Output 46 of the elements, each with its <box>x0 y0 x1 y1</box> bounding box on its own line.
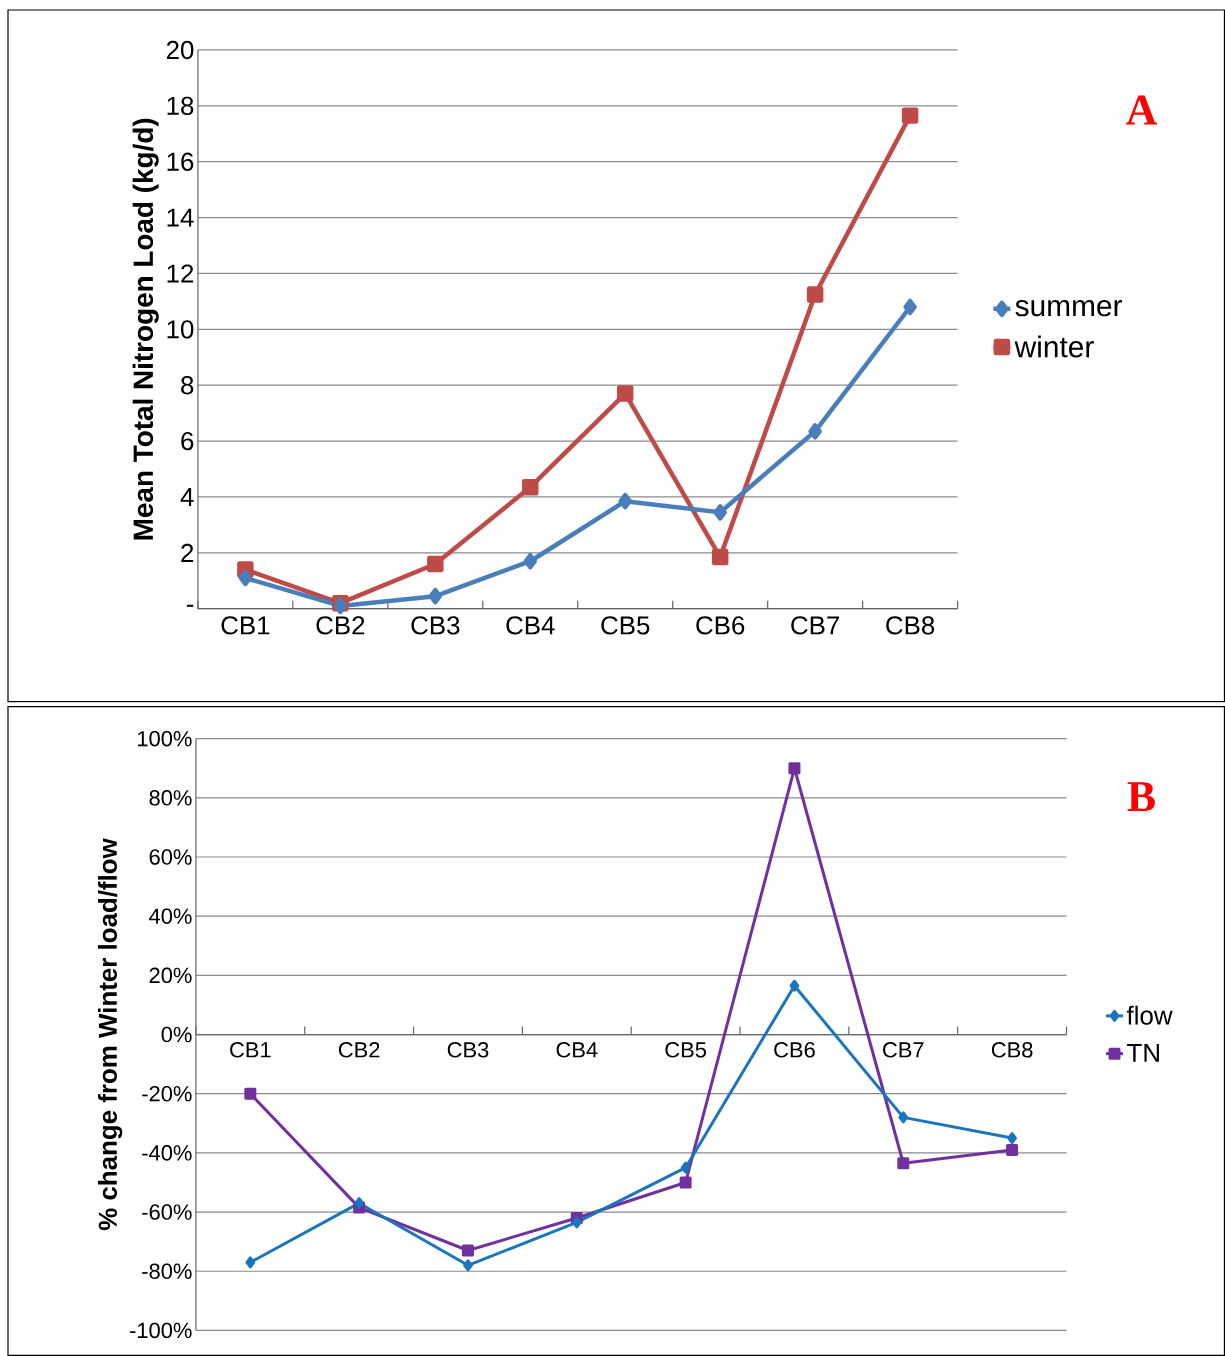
x-tick-label: CB2 <box>338 1042 380 1058</box>
y-tick-label: 0% <box>161 1026 192 1043</box>
y-tick-label: 8 <box>181 376 194 395</box>
y-tick-label: 40% <box>149 908 192 924</box>
y-tick-label: -60% <box>142 1204 192 1220</box>
y-axis-title: Mean Total Nitrogen Load (kg/d) <box>132 118 159 540</box>
y-tick-label: 18 <box>167 96 194 115</box>
legend-label: summer <box>1015 300 1122 317</box>
y-tick-label: 12 <box>167 264 194 283</box>
y-tick-label: 10 <box>167 320 194 339</box>
x-tick-label: CB5 <box>601 616 650 635</box>
y-tick-label: 80% <box>149 790 192 806</box>
y-tick-label: 6 <box>181 431 194 451</box>
text: B <box>1127 782 1155 812</box>
x-tick-label: CB4 <box>506 616 555 635</box>
y-tick-label: 100% <box>138 730 192 747</box>
y-tick-label: - <box>186 604 194 607</box>
legend-label: TN <box>1127 1043 1159 1062</box>
legend-label: winter <box>1014 335 1094 358</box>
x-tick-label: CB1 <box>230 1042 271 1058</box>
y-tick-label: -20% <box>142 1085 192 1102</box>
y-tick-label: 60% <box>149 849 192 865</box>
y-tick-label: 20% <box>149 967 192 984</box>
y-tick-label: -40% <box>142 1145 192 1161</box>
x-tick-label: CB6 <box>696 616 745 635</box>
y-tick-label: -80% <box>142 1263 192 1279</box>
y-tick-label: 14 <box>167 208 194 227</box>
x-tick-label: CB7 <box>791 616 839 635</box>
text: A <box>1126 95 1157 125</box>
x-tick-label: CB8 <box>886 616 935 635</box>
x-tick-label: CB7 <box>883 1042 924 1058</box>
y-tick-label: 16 <box>167 152 194 171</box>
legend-label: flow <box>1126 1005 1173 1025</box>
x-tick-label: CB3 <box>411 616 460 635</box>
x-tick-label: CB4 <box>556 1042 598 1058</box>
x-tick-label: CB8 <box>991 1042 1033 1058</box>
x-tick-label: CB1 <box>221 616 270 635</box>
y-tick-label: 4 <box>180 488 194 506</box>
y-tick-label: 20 <box>166 40 194 60</box>
x-tick-label: CB2 <box>316 616 365 635</box>
x-tick-label: CB5 <box>665 1042 706 1058</box>
x-tick-label: CB3 <box>447 1042 489 1058</box>
x-tick-label: CB6 <box>774 1042 815 1058</box>
y-tick-label: 2 <box>181 543 194 562</box>
y-tick-label: -100% <box>130 1322 192 1339</box>
y-axis-title: % change from Winter load/flow <box>97 838 123 1231</box>
